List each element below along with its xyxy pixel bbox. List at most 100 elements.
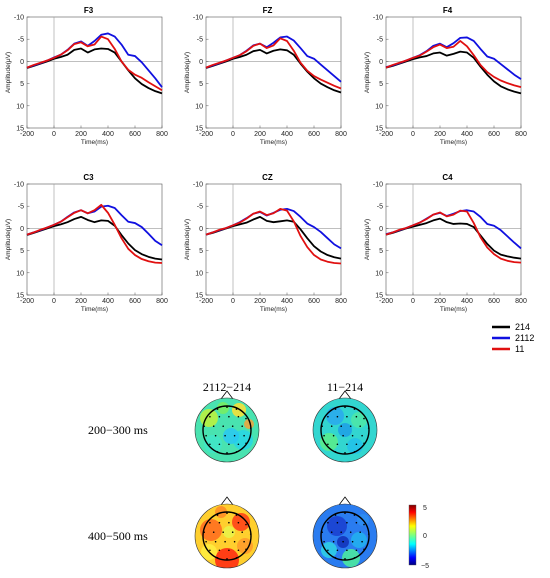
x-tick-label: 400 bbox=[461, 298, 473, 305]
electrode-dot bbox=[212, 425, 215, 428]
electrode-dot bbox=[342, 434, 344, 437]
map-boundary bbox=[194, 397, 260, 463]
electrode-dot bbox=[336, 415, 339, 418]
y-tick-label: 0 bbox=[199, 226, 203, 233]
electrode-dot bbox=[212, 531, 215, 533]
series-line-214 bbox=[205, 215, 342, 260]
electrode-dot bbox=[216, 408, 219, 410]
electrode-dot bbox=[209, 549, 211, 552]
y-tick-label: -5 bbox=[18, 204, 24, 211]
electrode-dot bbox=[218, 521, 221, 524]
series-line-11 bbox=[385, 209, 522, 264]
x-tick-label: 800 bbox=[156, 131, 168, 138]
electrode-dot bbox=[233, 540, 236, 543]
plot-frame bbox=[26, 16, 163, 129]
x-tick-label: 800 bbox=[515, 131, 527, 138]
electrode-dot bbox=[237, 415, 240, 418]
electrode-dot bbox=[218, 549, 221, 552]
electrode-dot bbox=[336, 443, 339, 446]
y-tick-label: 15 bbox=[16, 126, 24, 133]
electrode-dot bbox=[249, 533, 252, 535]
electrode-dot bbox=[346, 443, 348, 446]
erp-panel-f4: F4 -10 -5 0 5 10 15-200 0 200 400 600 800 Time(ms) Am… bbox=[364, 6, 527, 146]
electrode-dot bbox=[344, 558, 346, 560]
electrode-dot bbox=[367, 427, 370, 429]
map-boundary bbox=[312, 503, 378, 569]
electrode-dot bbox=[353, 557, 356, 559]
electrode-dot bbox=[203, 531, 205, 533]
topo-map bbox=[194, 390, 260, 463]
electrode-dot bbox=[235, 557, 238, 559]
y-tick-label: 10 bbox=[375, 270, 383, 277]
electrode-dot bbox=[222, 425, 224, 428]
topo-blob bbox=[320, 433, 338, 451]
topo-blob bbox=[232, 403, 246, 417]
topo-blob bbox=[244, 419, 254, 429]
plot-frame bbox=[385, 183, 522, 296]
legend-label-214: 214 bbox=[515, 322, 530, 332]
y-tick-label: 5 bbox=[379, 81, 383, 88]
panel-title: FZ bbox=[263, 6, 273, 15]
topo-blob bbox=[223, 526, 235, 538]
topography-maps bbox=[194, 390, 378, 569]
x-tick-label: 400 bbox=[102, 131, 114, 138]
y-tick-label: -5 bbox=[377, 37, 383, 44]
electrode-dot bbox=[336, 549, 339, 552]
y-tick-label: 5 bbox=[379, 248, 383, 255]
plot-frame bbox=[385, 16, 522, 129]
x-tick-label: 600 bbox=[129, 131, 141, 138]
x-tick-label: 0 bbox=[231, 298, 235, 305]
x-tick-label: -200 bbox=[199, 131, 213, 138]
electrode-dot bbox=[216, 514, 219, 516]
electrode-dot bbox=[235, 514, 238, 516]
electrode-dot bbox=[237, 521, 240, 524]
topo-fill bbox=[195, 504, 259, 568]
series-line-2112 bbox=[205, 35, 342, 83]
electrode-dot bbox=[235, 451, 238, 453]
series-line-214 bbox=[26, 215, 163, 261]
y-tick-label: 0 bbox=[379, 59, 383, 66]
x-tick-label: -200 bbox=[199, 298, 213, 305]
y-tick-label: 5 bbox=[199, 81, 203, 88]
x-axis-label: Time(ms) bbox=[260, 306, 287, 313]
x-axis-label: Time(ms) bbox=[440, 139, 467, 146]
electrode-dot bbox=[218, 443, 221, 446]
head-outline bbox=[202, 511, 252, 561]
series-line-11 bbox=[26, 35, 163, 92]
x-tick-label: 800 bbox=[335, 298, 347, 305]
electrode-dot bbox=[323, 540, 325, 543]
electrode-dot bbox=[209, 521, 211, 524]
electrode-dot bbox=[209, 415, 211, 418]
x-axis-label: Time(ms) bbox=[81, 306, 108, 313]
y-tick-label: -5 bbox=[197, 37, 203, 44]
electrode-dot bbox=[205, 434, 207, 437]
electrode-dot bbox=[241, 425, 243, 428]
y-tick-label: 10 bbox=[195, 103, 203, 110]
topo-blob bbox=[351, 412, 367, 428]
electrode-dot bbox=[355, 443, 358, 446]
topo-blob bbox=[200, 409, 218, 427]
electrode-dot bbox=[209, 443, 211, 446]
electrode-dot bbox=[361, 540, 363, 543]
y-tick-label: 10 bbox=[16, 270, 24, 277]
topo-blob bbox=[321, 542, 337, 558]
electrode-dot bbox=[235, 408, 238, 410]
panel-title: F4 bbox=[443, 6, 453, 15]
topo-map bbox=[194, 496, 260, 569]
electrode-dot bbox=[218, 415, 221, 418]
topo-row-label-2: 400−500 ms bbox=[88, 529, 148, 543]
electrode-dot bbox=[342, 540, 344, 543]
electrode-dot bbox=[330, 425, 333, 428]
topography-labels: 2112−214 11−214 200−300 ms 400−500 ms bbox=[88, 380, 363, 543]
topo-col-label-2: 11−214 bbox=[327, 380, 363, 394]
y-tick-label: -5 bbox=[377, 204, 383, 211]
electrode-dot bbox=[228, 443, 230, 446]
series-line-11 bbox=[385, 40, 522, 89]
nose-icon bbox=[220, 496, 234, 506]
x-tick-label: 200 bbox=[75, 298, 87, 305]
series-line-214 bbox=[26, 47, 163, 95]
electrode-dot bbox=[361, 434, 363, 437]
x-tick-label: 400 bbox=[461, 131, 473, 138]
